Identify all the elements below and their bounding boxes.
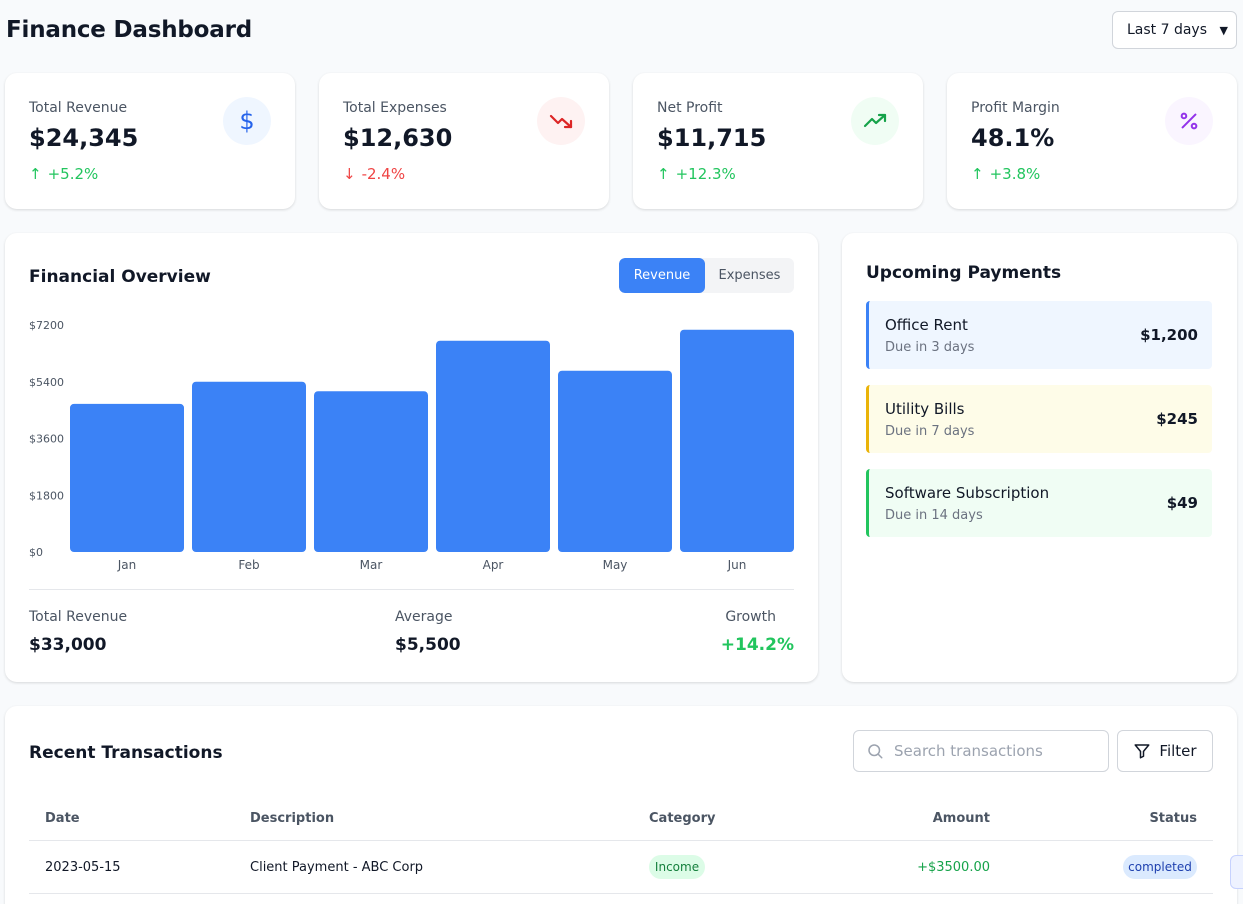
column-header-date[interactable]: Date xyxy=(45,811,80,826)
bar-may[interactable] xyxy=(558,370,672,552)
summary-value-average: $5,500 xyxy=(395,635,461,655)
stat-label: Profit Margin xyxy=(971,100,1060,116)
x-tick-label: Mar xyxy=(360,558,383,572)
stat-change: ↑ +5.2% xyxy=(29,165,98,183)
percent-icon xyxy=(1165,97,1213,145)
category-badge: Income xyxy=(649,855,705,879)
payment-amount: $49 xyxy=(1166,494,1198,512)
stat-change: ↑ +3.8% xyxy=(971,165,1040,183)
arrow-up-icon: ↑ xyxy=(29,165,42,183)
payment-name: Office Rent xyxy=(885,316,968,334)
y-tick-label: $3600 xyxy=(29,433,64,446)
stat-value: $12,630 xyxy=(343,124,453,152)
stat-change: ↓ -2.4% xyxy=(343,165,405,183)
filter-label: Filter xyxy=(1159,742,1197,760)
stat-value: $24,345 xyxy=(29,124,139,152)
upcoming-payments-card: Upcoming Payments Office Rent Due in 3 d… xyxy=(842,233,1237,682)
column-header-description[interactable]: Description xyxy=(250,811,335,826)
summary-label-average: Average xyxy=(395,609,453,625)
dollar-icon: $ xyxy=(223,97,271,145)
stat-value: 48.1% xyxy=(971,124,1055,152)
stat-card-total-revenue: Total Revenue $24,345 ↑ +5.2% $ xyxy=(5,73,295,209)
payments-title: Upcoming Payments xyxy=(866,263,1062,283)
stat-card-total-expenses: Total Expenses $12,630 ↓ -2.4% xyxy=(319,73,609,209)
search-icon xyxy=(868,744,883,759)
date-range-value: Last 7 days xyxy=(1127,22,1208,38)
trending-up-icon xyxy=(851,97,899,145)
x-tick-label: Apr xyxy=(483,558,504,572)
summary-value-total: $33,000 xyxy=(29,635,107,655)
payment-item[interactable]: Software Subscription Due in 14 days $49 xyxy=(866,469,1212,537)
x-tick-label: May xyxy=(603,558,628,572)
financial-overview-card: Financial Overview Revenue Expenses $0 $1… xyxy=(5,233,818,682)
y-tick-label: $7200 xyxy=(29,319,64,332)
arrow-up-icon: ↑ xyxy=(657,165,670,183)
column-header-status[interactable]: Status xyxy=(1149,811,1197,826)
payment-due: Due in 3 days xyxy=(885,340,975,355)
bar-mar[interactable] xyxy=(314,391,428,552)
stat-change-value: +3.8% xyxy=(989,165,1041,183)
payment-amount: $245 xyxy=(1156,410,1198,428)
x-tick-label: Jan xyxy=(117,558,137,572)
bar-feb[interactable] xyxy=(192,381,306,552)
tab-expenses[interactable]: Expenses xyxy=(718,268,781,283)
payment-due: Due in 14 days xyxy=(885,508,983,523)
stat-value: $11,715 xyxy=(657,124,767,152)
page-title: Finance Dashboard xyxy=(6,17,252,43)
stat-label: Net Profit xyxy=(657,100,723,116)
divider xyxy=(29,589,794,590)
arrow-down-icon: ↓ xyxy=(343,165,356,183)
filter-icon xyxy=(1134,744,1150,759)
summary-label-total: Total Revenue xyxy=(29,609,128,625)
bar-apr[interactable] xyxy=(436,340,550,552)
payment-due: Due in 7 days xyxy=(885,424,975,439)
trending-down-icon xyxy=(537,97,585,145)
stat-change: ↑ +12.3% xyxy=(657,165,736,183)
payment-name: Utility Bills xyxy=(885,400,965,418)
overview-title: Financial Overview xyxy=(29,267,211,287)
tab-revenue[interactable]: Revenue xyxy=(619,258,705,293)
filter-button[interactable]: Filter xyxy=(1117,730,1213,772)
stat-change-value: +12.3% xyxy=(675,165,736,183)
table-row-divider xyxy=(29,893,1213,894)
recent-transactions-card: Recent Transactions Filter Date Descript… xyxy=(5,706,1237,904)
payment-name: Software Subscription xyxy=(885,484,1050,502)
bar-jun[interactable] xyxy=(680,329,794,552)
cell-description: Client Payment - ABC Corp xyxy=(250,860,424,875)
stat-label: Total Revenue xyxy=(29,100,128,116)
overview-toggle: Revenue Expenses xyxy=(619,258,794,293)
payment-amount: $1,200 xyxy=(1140,326,1198,344)
summary-label-growth: Growth xyxy=(725,609,776,625)
x-tick-label: Feb xyxy=(238,558,259,572)
stat-change-value: +5.2% xyxy=(47,165,99,183)
column-header-amount[interactable]: Amount xyxy=(932,811,990,826)
side-tab-handle[interactable] xyxy=(1230,855,1243,889)
revenue-bar-chart: $0 $1800 $3600 $5400 $7200 Jan Feb Mar Apr May Jun xyxy=(29,319,794,572)
payment-item[interactable]: Utility Bills Due in 7 days $245 xyxy=(866,385,1212,453)
x-tick-label: Jun xyxy=(727,558,747,572)
table-header-divider xyxy=(29,840,1213,841)
stat-card-net-profit: Net Profit $11,715 ↑ +12.3% xyxy=(633,73,923,209)
y-tick-label: $1800 xyxy=(29,489,64,502)
stat-card-profit-margin: Profit Margin 48.1% ↑ +3.8% xyxy=(947,73,1237,209)
search-box xyxy=(853,730,1109,772)
stat-change-value: -2.4% xyxy=(361,165,406,183)
stat-label: Total Expenses xyxy=(343,100,447,116)
status-badge: completed xyxy=(1123,855,1197,879)
chevron-down-icon: ▼ xyxy=(1219,23,1228,37)
cell-amount: +$3500.00 xyxy=(917,860,990,875)
arrow-up-icon: ↑ xyxy=(971,165,984,183)
column-header-category[interactable]: Category xyxy=(649,811,716,826)
y-tick-label: $0 xyxy=(29,546,43,559)
payment-item[interactable]: Office Rent Due in 3 days $1,200 xyxy=(866,301,1212,369)
summary-value-growth: +14.2% xyxy=(720,635,794,655)
y-tick-label: $5400 xyxy=(29,376,64,389)
cell-date: 2023-05-15 xyxy=(45,860,121,875)
date-range-select[interactable]: Last 7 days ▼ xyxy=(1112,11,1237,49)
search-input[interactable] xyxy=(894,742,1094,760)
bar-jan[interactable] xyxy=(70,403,184,552)
transactions-title: Recent Transactions xyxy=(29,743,223,763)
